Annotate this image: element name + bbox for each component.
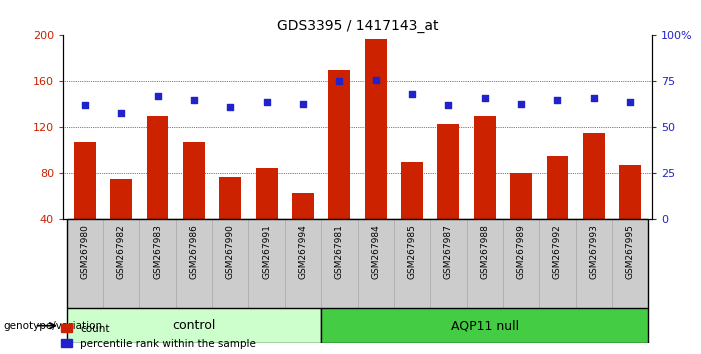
Point <box>79 103 90 108</box>
FancyBboxPatch shape <box>576 219 612 308</box>
FancyBboxPatch shape <box>612 219 648 308</box>
FancyBboxPatch shape <box>139 219 176 308</box>
Point <box>552 97 563 103</box>
Text: GSM267993: GSM267993 <box>590 224 598 279</box>
Text: GSM267981: GSM267981 <box>335 224 343 279</box>
Bar <box>147 116 168 219</box>
Text: GSM267980: GSM267980 <box>81 224 90 279</box>
FancyBboxPatch shape <box>430 219 467 308</box>
Point <box>225 104 236 110</box>
Point <box>297 101 308 106</box>
Text: GSM267991: GSM267991 <box>262 224 271 279</box>
FancyBboxPatch shape <box>539 219 576 308</box>
Text: GSM267982: GSM267982 <box>117 224 125 279</box>
Text: GSM267994: GSM267994 <box>299 224 308 279</box>
Bar <box>619 165 641 219</box>
Bar <box>437 124 459 219</box>
FancyBboxPatch shape <box>285 219 321 308</box>
FancyBboxPatch shape <box>503 219 539 308</box>
Text: GSM267990: GSM267990 <box>226 224 235 279</box>
FancyBboxPatch shape <box>358 219 394 308</box>
Text: GSM267983: GSM267983 <box>153 224 162 279</box>
Text: genotype/variation: genotype/variation <box>4 321 102 331</box>
Point <box>370 77 381 82</box>
Bar <box>183 142 205 219</box>
Point <box>407 91 418 97</box>
Point <box>334 79 345 84</box>
FancyBboxPatch shape <box>321 219 358 308</box>
Text: GSM267985: GSM267985 <box>407 224 416 279</box>
FancyBboxPatch shape <box>67 308 321 343</box>
Bar <box>474 116 496 219</box>
Bar <box>219 177 241 219</box>
Point <box>261 99 272 104</box>
Bar <box>256 168 278 219</box>
Bar <box>510 173 532 219</box>
Title: GDS3395 / 1417143_at: GDS3395 / 1417143_at <box>277 19 438 33</box>
FancyBboxPatch shape <box>248 219 285 308</box>
Point <box>152 93 163 99</box>
Point <box>479 95 490 101</box>
FancyBboxPatch shape <box>321 308 648 343</box>
FancyBboxPatch shape <box>103 219 139 308</box>
Bar <box>583 133 605 219</box>
Point <box>443 103 454 108</box>
Text: GSM267986: GSM267986 <box>189 224 198 279</box>
Text: GSM267984: GSM267984 <box>372 224 380 279</box>
Text: GSM267989: GSM267989 <box>517 224 526 279</box>
Text: GSM267992: GSM267992 <box>553 224 562 279</box>
Point <box>116 110 127 115</box>
Point <box>588 95 599 101</box>
FancyBboxPatch shape <box>467 219 503 308</box>
Bar <box>547 156 569 219</box>
Bar <box>74 142 96 219</box>
FancyBboxPatch shape <box>176 219 212 308</box>
Point <box>515 101 526 106</box>
FancyBboxPatch shape <box>67 219 103 308</box>
Legend: count, percentile rank within the sample: count, percentile rank within the sample <box>61 324 256 349</box>
Bar <box>329 70 350 219</box>
Bar <box>292 193 314 219</box>
FancyBboxPatch shape <box>212 219 248 308</box>
Point <box>189 97 200 103</box>
Text: GSM267987: GSM267987 <box>444 224 453 279</box>
Text: control: control <box>172 319 216 332</box>
Bar <box>401 162 423 219</box>
Text: GSM267988: GSM267988 <box>480 224 489 279</box>
Bar <box>365 39 386 219</box>
Text: AQP11 null: AQP11 null <box>451 319 519 332</box>
Bar <box>110 179 132 219</box>
Text: GSM267995: GSM267995 <box>625 224 634 279</box>
Point <box>625 99 636 104</box>
FancyBboxPatch shape <box>394 219 430 308</box>
